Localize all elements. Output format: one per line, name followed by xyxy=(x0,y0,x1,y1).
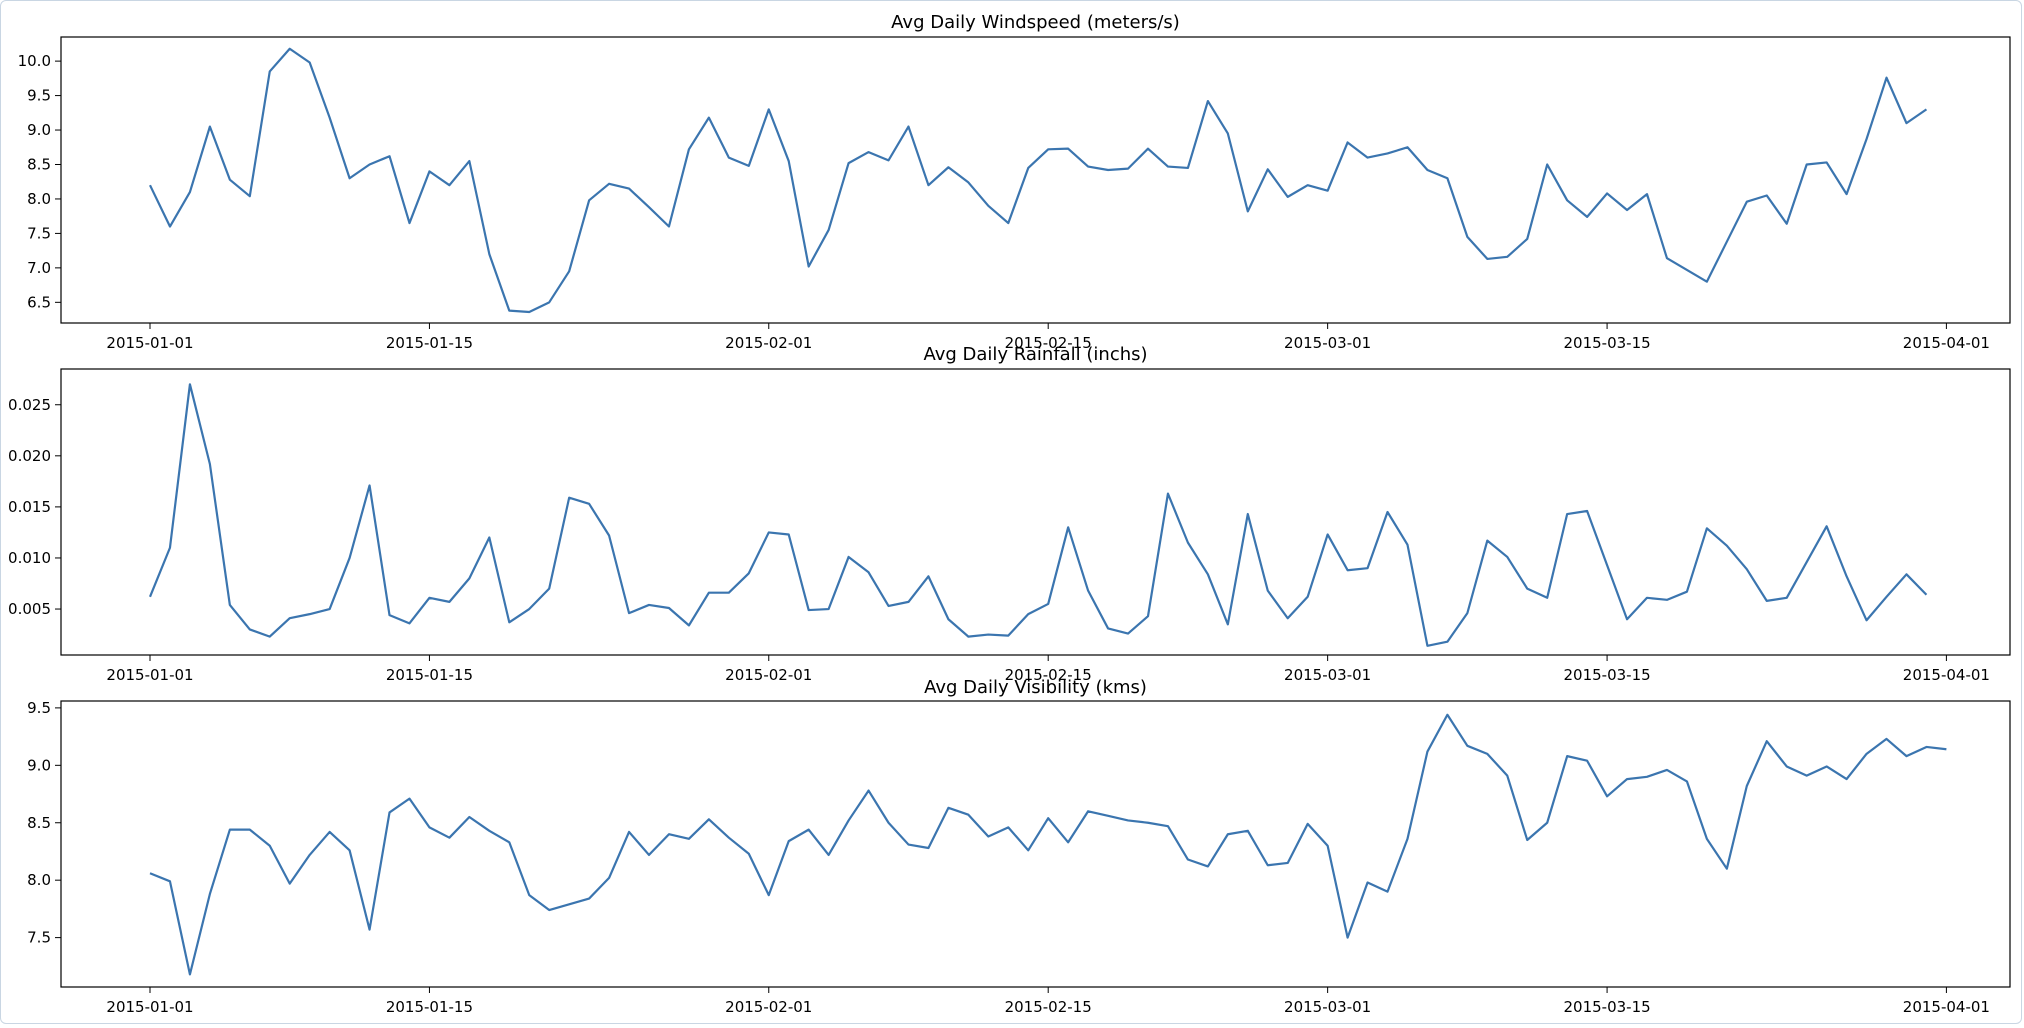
y-tick-label: 10.0 xyxy=(18,52,51,70)
axes-frame xyxy=(60,368,2011,656)
axes-frame xyxy=(60,36,2011,324)
chart-title: Avg Daily Rainfall (inchs) xyxy=(923,344,1147,365)
chart-panel-1: Avg Daily Windspeed (meters/s) 2015-01-01… xyxy=(18,12,2011,352)
chart-panel-3: Avg Daily Visibility (kms) 2015-01-01 2015… xyxy=(27,677,2011,1016)
x-tick-label: 2015-02-15 xyxy=(1005,998,1092,1016)
y-tick-label: 0.020 xyxy=(8,447,51,465)
y-tick-label: 9.0 xyxy=(27,121,51,139)
x-tick-label: 2015-04-01 xyxy=(1903,666,1990,684)
chart-title: Avg Daily Visibility (kms) xyxy=(924,677,1147,698)
y-tick-label: 9.5 xyxy=(27,699,51,717)
chart-panel-2: Avg Daily Rainfall (inchs) 2015-01-01 2015… xyxy=(8,344,2011,684)
series-line xyxy=(149,713,1947,976)
series-line xyxy=(148,383,1928,647)
y-tick-label: 7.5 xyxy=(27,929,51,947)
x-tick-label: 2015-01-01 xyxy=(106,666,193,684)
x-tick-label: 2015-02-01 xyxy=(725,334,812,352)
y-tick-label: 9.0 xyxy=(27,756,51,774)
x-tick-label: 2015-03-01 xyxy=(1284,334,1371,352)
x-tick-label: 2015-02-01 xyxy=(725,998,812,1016)
x-tick-label: 2015-02-15 xyxy=(1005,666,1092,684)
y-tick-label: 0.005 xyxy=(8,600,51,618)
x-tick-label: 2015-03-15 xyxy=(1563,998,1650,1016)
y-tick-label: 6.5 xyxy=(27,293,51,311)
x-tick-label: 2015-03-15 xyxy=(1563,666,1650,684)
y-tick-label: 7.5 xyxy=(27,224,51,242)
y-tick-label: 8.0 xyxy=(27,190,51,208)
x-tick-label: 2015-02-01 xyxy=(725,666,812,684)
x-tick-label: 2015-03-01 xyxy=(1284,666,1371,684)
y-tick-label: 0.010 xyxy=(8,549,51,567)
x-tick-label: 2015-01-15 xyxy=(386,666,473,684)
y-tick-label: 0.015 xyxy=(8,498,51,516)
x-tick-label: 2015-01-01 xyxy=(106,334,193,352)
x-tick-label: 2015-03-15 xyxy=(1563,334,1650,352)
x-tick-label: 2015-03-01 xyxy=(1284,998,1371,1016)
y-tick-label: 9.5 xyxy=(27,87,51,105)
y-tick-label: 8.5 xyxy=(27,155,51,173)
y-tick-label: 0.025 xyxy=(8,396,51,414)
x-tick-label: 2015-04-01 xyxy=(1903,998,1990,1016)
y-tick-label: 8.5 xyxy=(27,814,51,832)
x-tick-label: 2015-01-15 xyxy=(386,334,473,352)
x-tick-label: 2015-02-15 xyxy=(1005,334,1092,352)
series-line xyxy=(149,47,1928,314)
x-tick-label: 2015-04-01 xyxy=(1903,334,1990,352)
y-tick-label: 7.0 xyxy=(27,259,51,277)
axes-frame xyxy=(60,700,2011,988)
x-tick-label: 2015-01-01 xyxy=(106,998,193,1016)
x-tick-label: 2015-01-15 xyxy=(386,998,473,1016)
chart-title: Avg Daily Windspeed (meters/s) xyxy=(891,12,1180,33)
y-tick-label: 8.0 xyxy=(27,871,51,889)
